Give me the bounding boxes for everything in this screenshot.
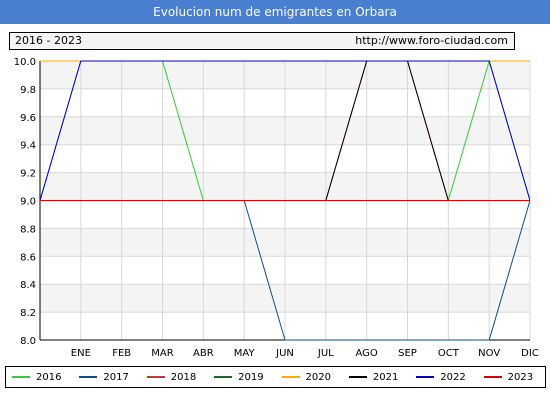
- series-line-2022: [40, 60, 530, 201]
- x-tick-label: AGO: [356, 348, 378, 359]
- y-tick-label: 8.8: [20, 224, 36, 235]
- x-tick-label: SEP: [398, 348, 417, 359]
- y-tick-label: 9.4: [20, 141, 36, 152]
- y-tick-label: 10.0: [14, 57, 36, 68]
- y-tick-label: 9.0: [20, 197, 36, 208]
- x-tick-label: ENE: [71, 348, 91, 359]
- legend-swatch: [146, 376, 165, 378]
- y-tick-label: 8.2: [20, 308, 36, 319]
- y-tick-label: 8.4: [20, 280, 36, 291]
- legend-label: 2020: [305, 371, 331, 383]
- legend-item-2016: 2016: [12, 367, 61, 387]
- legend-label: 2022: [440, 371, 466, 383]
- line-chart: 8.0 8.2 8.4 8.6 8.8 9.0 9.2 9.4 9.6 9.8 10.0 ENE FEB…: [14, 57, 539, 359]
- legend-swatch: [281, 376, 300, 378]
- x-tick-label: JUL: [317, 348, 334, 359]
- info-bar: 2016 - 2023 http://www.foro-ciudad.com: [9, 32, 515, 50]
- legend-label: 2018: [170, 371, 197, 383]
- legend-label: 2017: [103, 371, 129, 383]
- legend-swatch: [79, 376, 98, 378]
- legend-item-2023: 2023: [483, 367, 534, 387]
- legend-swatch: [416, 376, 435, 378]
- legend-item-2017: 2017: [79, 367, 129, 387]
- legend-label: 2016: [36, 371, 62, 383]
- y-tick-label: 9.6: [20, 113, 36, 124]
- legend-item-2018: 2018: [146, 367, 197, 387]
- legend-item-2021: 2021: [348, 367, 399, 387]
- x-tick-label: FEB: [112, 348, 131, 359]
- y-tick-label: 8.0: [20, 336, 36, 347]
- x-tick-label: MAY: [234, 348, 256, 359]
- x-tick-label: MAR: [151, 348, 173, 359]
- y-tick-label: 9.2: [20, 169, 36, 180]
- y-tick-label: 8.6: [20, 252, 36, 263]
- legend-item-2022: 2022: [416, 367, 466, 387]
- legend-swatch: [214, 376, 233, 378]
- y-tick-label: 9.8: [20, 85, 36, 96]
- chart-legend: 2016 2017 2018 2019 2020 2021 2022 2023: [5, 366, 546, 388]
- legend-swatch: [348, 376, 367, 378]
- x-tick-label: ABR: [193, 348, 214, 359]
- chart-title: Evolucion num de emigrantes en Orbara: [0, 0, 550, 24]
- legend-item-2020: 2020: [281, 367, 331, 387]
- legend-label: 2023: [507, 371, 534, 383]
- x-tick-label: DIC: [521, 348, 539, 359]
- legend-swatch: [483, 376, 502, 378]
- source-url: http://www.foro-ciudad.com: [355, 34, 508, 47]
- legend-item-2019: 2019: [214, 367, 264, 387]
- x-tick-label: JUN: [275, 348, 294, 359]
- year-range-label: 2016 - 2023: [15, 34, 82, 47]
- legend-label: 2019: [238, 371, 264, 383]
- x-tick-label: NOV: [478, 348, 500, 359]
- legend-label: 2021: [372, 371, 399, 383]
- legend-swatch: [12, 376, 30, 378]
- x-tick-label: OCT: [438, 348, 460, 359]
